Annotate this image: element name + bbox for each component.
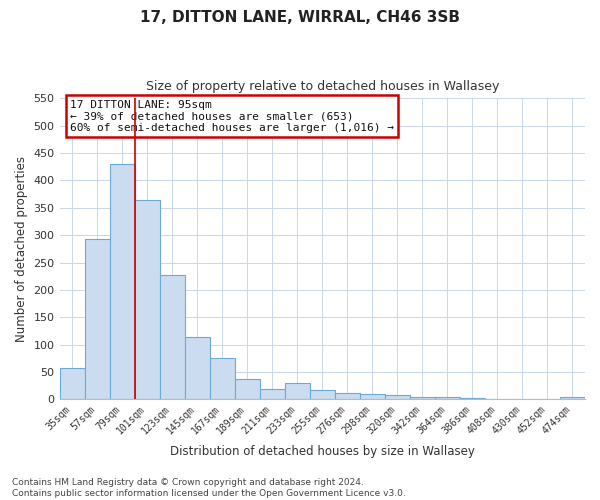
Bar xyxy=(235,379,260,400)
Bar xyxy=(59,368,85,400)
Bar xyxy=(110,164,134,400)
X-axis label: Distribution of detached houses by size in Wallasey: Distribution of detached houses by size … xyxy=(170,444,475,458)
Bar xyxy=(85,239,110,400)
Text: Contains HM Land Registry data © Crown copyright and database right 2024.
Contai: Contains HM Land Registry data © Crown c… xyxy=(12,478,406,498)
Bar xyxy=(310,390,335,400)
Bar xyxy=(185,338,209,400)
Bar xyxy=(160,274,185,400)
Bar xyxy=(410,397,435,400)
Y-axis label: Number of detached properties: Number of detached properties xyxy=(15,156,28,342)
Bar xyxy=(134,200,160,400)
Title: Size of property relative to detached houses in Wallasey: Size of property relative to detached ho… xyxy=(146,80,499,93)
Bar xyxy=(360,394,385,400)
Bar xyxy=(560,396,585,400)
Bar xyxy=(460,398,485,400)
Bar xyxy=(285,384,310,400)
Bar xyxy=(260,390,285,400)
Bar xyxy=(385,395,410,400)
Text: 17 DITTON LANE: 95sqm
← 39% of detached houses are smaller (653)
60% of semi-det: 17 DITTON LANE: 95sqm ← 39% of detached … xyxy=(70,100,394,133)
Text: 17, DITTON LANE, WIRRAL, CH46 3SB: 17, DITTON LANE, WIRRAL, CH46 3SB xyxy=(140,10,460,25)
Bar xyxy=(209,358,235,400)
Bar xyxy=(435,396,460,400)
Bar xyxy=(335,394,360,400)
Bar xyxy=(485,399,510,400)
